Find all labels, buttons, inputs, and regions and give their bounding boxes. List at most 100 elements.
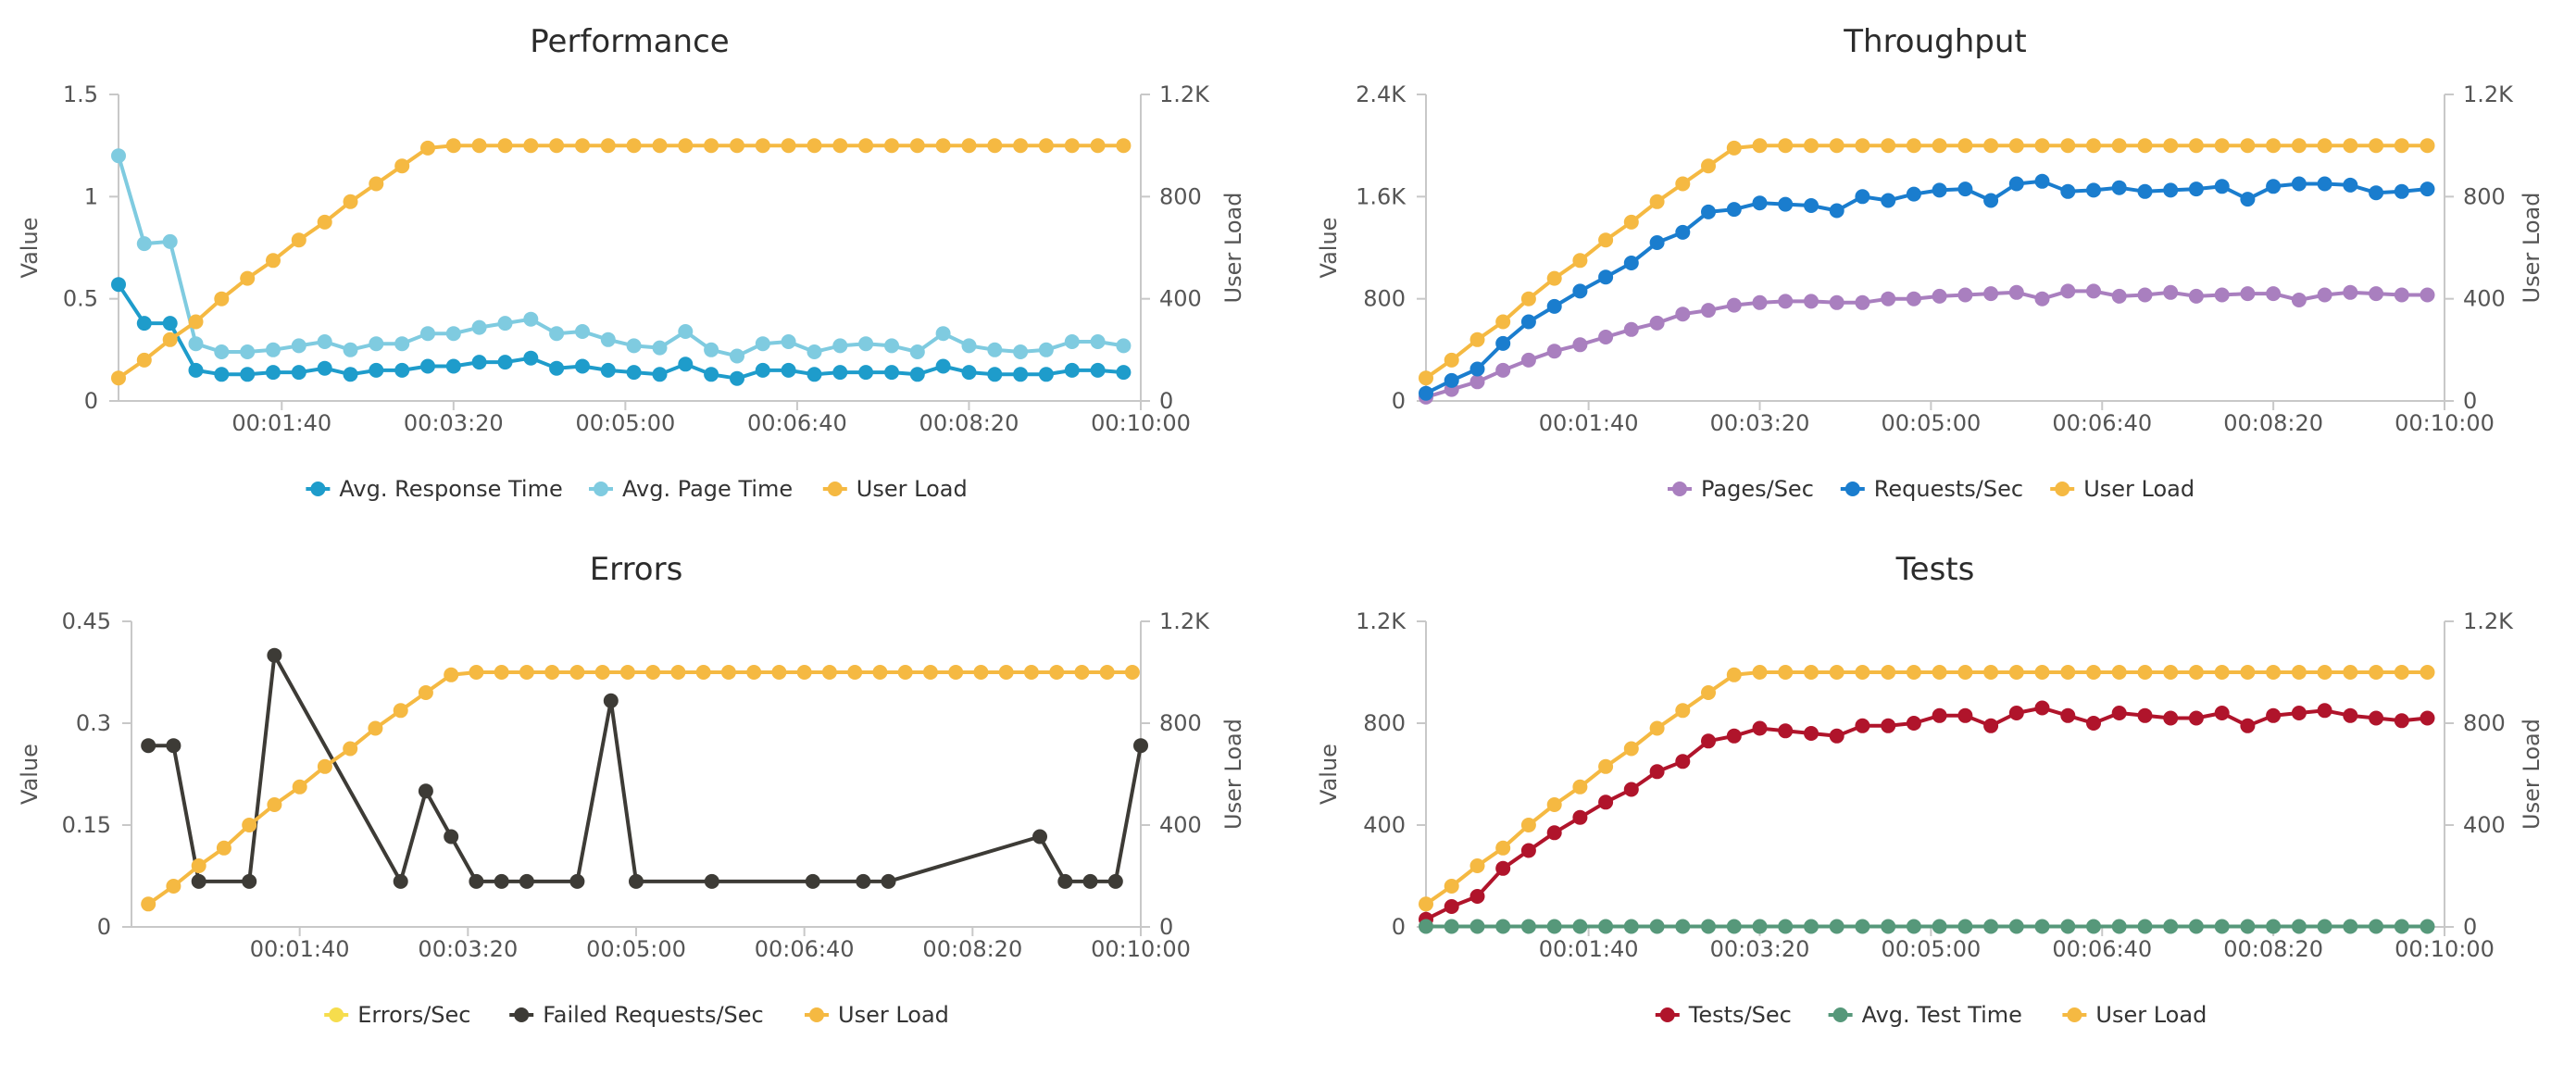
data-point[interactable]	[704, 367, 719, 382]
data-point[interactable]	[1064, 138, 1080, 154]
data-point[interactable]	[1520, 352, 1536, 368]
data-point[interactable]	[549, 360, 565, 376]
data-point[interactable]	[1804, 726, 1819, 741]
data-point[interactable]	[909, 344, 925, 359]
data-point[interactable]	[317, 360, 332, 376]
data-point[interactable]	[369, 176, 384, 192]
data-point[interactable]	[1701, 685, 1716, 700]
data-point[interactable]	[1726, 140, 1742, 156]
data-point[interactable]	[1855, 665, 1870, 680]
data-point[interactable]	[2188, 288, 2204, 304]
data-point[interactable]	[1623, 782, 1639, 797]
data-point[interactable]	[445, 326, 461, 342]
data-point[interactable]	[242, 818, 257, 832]
data-point[interactable]	[141, 738, 156, 754]
data-point[interactable]	[1598, 758, 1614, 774]
data-point[interactable]	[1469, 919, 1485, 934]
data-point[interactable]	[881, 873, 896, 889]
data-point[interactable]	[1855, 294, 1870, 310]
data-point[interactable]	[214, 291, 230, 307]
data-point[interactable]	[909, 367, 925, 382]
data-point[interactable]	[1090, 138, 1106, 154]
data-point[interactable]	[343, 194, 358, 209]
data-point[interactable]	[2266, 665, 2282, 680]
data-point[interactable]	[1778, 723, 1794, 739]
data-point[interactable]	[2008, 138, 2024, 154]
data-point[interactable]	[626, 138, 642, 154]
data-point[interactable]	[471, 355, 487, 370]
data-point[interactable]	[2086, 919, 2101, 934]
data-point[interactable]	[191, 858, 206, 873]
data-point[interactable]	[603, 693, 619, 708]
data-point[interactable]	[2086, 716, 2101, 731]
data-point[interactable]	[1419, 919, 1433, 934]
data-point[interactable]	[1701, 919, 1716, 934]
data-point[interactable]	[1675, 224, 1691, 240]
data-point[interactable]	[494, 873, 509, 889]
data-point[interactable]	[497, 355, 513, 370]
legend-item-tests-sec[interactable]: Tests/Sec	[1655, 1002, 1792, 1028]
data-point[interactable]	[1099, 665, 1115, 680]
data-point[interactable]	[678, 138, 694, 154]
data-point[interactable]	[494, 665, 509, 680]
data-point[interactable]	[2266, 919, 2282, 934]
data-point[interactable]	[1572, 919, 1588, 934]
data-point[interactable]	[2214, 919, 2230, 934]
data-point[interactable]	[2214, 138, 2230, 154]
legend-item-avg-test-time[interactable]: Avg. Test Time	[1828, 1002, 2022, 1028]
data-point[interactable]	[317, 214, 332, 230]
data-point[interactable]	[2060, 707, 2076, 723]
data-point[interactable]	[678, 324, 694, 339]
data-point[interactable]	[523, 138, 539, 154]
data-point[interactable]	[858, 336, 874, 352]
data-point[interactable]	[858, 138, 874, 154]
data-point[interactable]	[2317, 176, 2332, 192]
data-point[interactable]	[1855, 919, 1870, 934]
data-point[interactable]	[858, 365, 874, 381]
data-point[interactable]	[1038, 138, 1054, 154]
data-point[interactable]	[1090, 362, 1106, 378]
data-point[interactable]	[1495, 860, 1511, 876]
data-point[interactable]	[1726, 667, 1742, 682]
data-point[interactable]	[1116, 365, 1132, 381]
data-point[interactable]	[856, 873, 871, 889]
data-point[interactable]	[1932, 919, 1947, 934]
data-point[interactable]	[2008, 284, 2024, 300]
data-point[interactable]	[519, 665, 534, 680]
data-point[interactable]	[266, 253, 281, 269]
data-point[interactable]	[343, 342, 358, 357]
data-point[interactable]	[1572, 779, 1588, 794]
data-point[interactable]	[1623, 919, 1639, 934]
data-point[interactable]	[1932, 665, 1947, 680]
data-point[interactable]	[1778, 196, 1794, 212]
data-point[interactable]	[1675, 307, 1691, 322]
data-point[interactable]	[1469, 374, 1485, 390]
data-point[interactable]	[652, 367, 668, 382]
data-point[interactable]	[1932, 138, 1947, 154]
data-point[interactable]	[523, 311, 539, 327]
data-point[interactable]	[1829, 919, 1844, 934]
data-point[interactable]	[2291, 706, 2307, 720]
data-point[interactable]	[678, 357, 694, 372]
data-point[interactable]	[1906, 291, 1921, 307]
data-point[interactable]	[2060, 283, 2076, 299]
data-point[interactable]	[2291, 665, 2307, 680]
data-point[interactable]	[549, 138, 565, 154]
data-point[interactable]	[1013, 138, 1029, 154]
data-point[interactable]	[1520, 314, 1536, 330]
data-point[interactable]	[730, 370, 744, 386]
data-point[interactable]	[2343, 138, 2358, 154]
data-point[interactable]	[111, 277, 126, 293]
data-point[interactable]	[2317, 138, 2332, 154]
data-point[interactable]	[1520, 291, 1536, 307]
data-point[interactable]	[418, 783, 433, 799]
data-point[interactable]	[2369, 286, 2384, 302]
data-point[interactable]	[2008, 706, 2024, 720]
legend-item-errors-sec[interactable]: Errors/Sec	[324, 1002, 470, 1028]
data-point[interactable]	[1829, 728, 1844, 744]
data-point[interactable]	[2343, 177, 2358, 193]
data-point[interactable]	[1906, 186, 1921, 202]
data-point[interactable]	[1649, 194, 1665, 209]
data-point[interactable]	[162, 316, 178, 332]
legend-item-avg-response-time[interactable]: Avg. Response Time	[306, 476, 563, 502]
